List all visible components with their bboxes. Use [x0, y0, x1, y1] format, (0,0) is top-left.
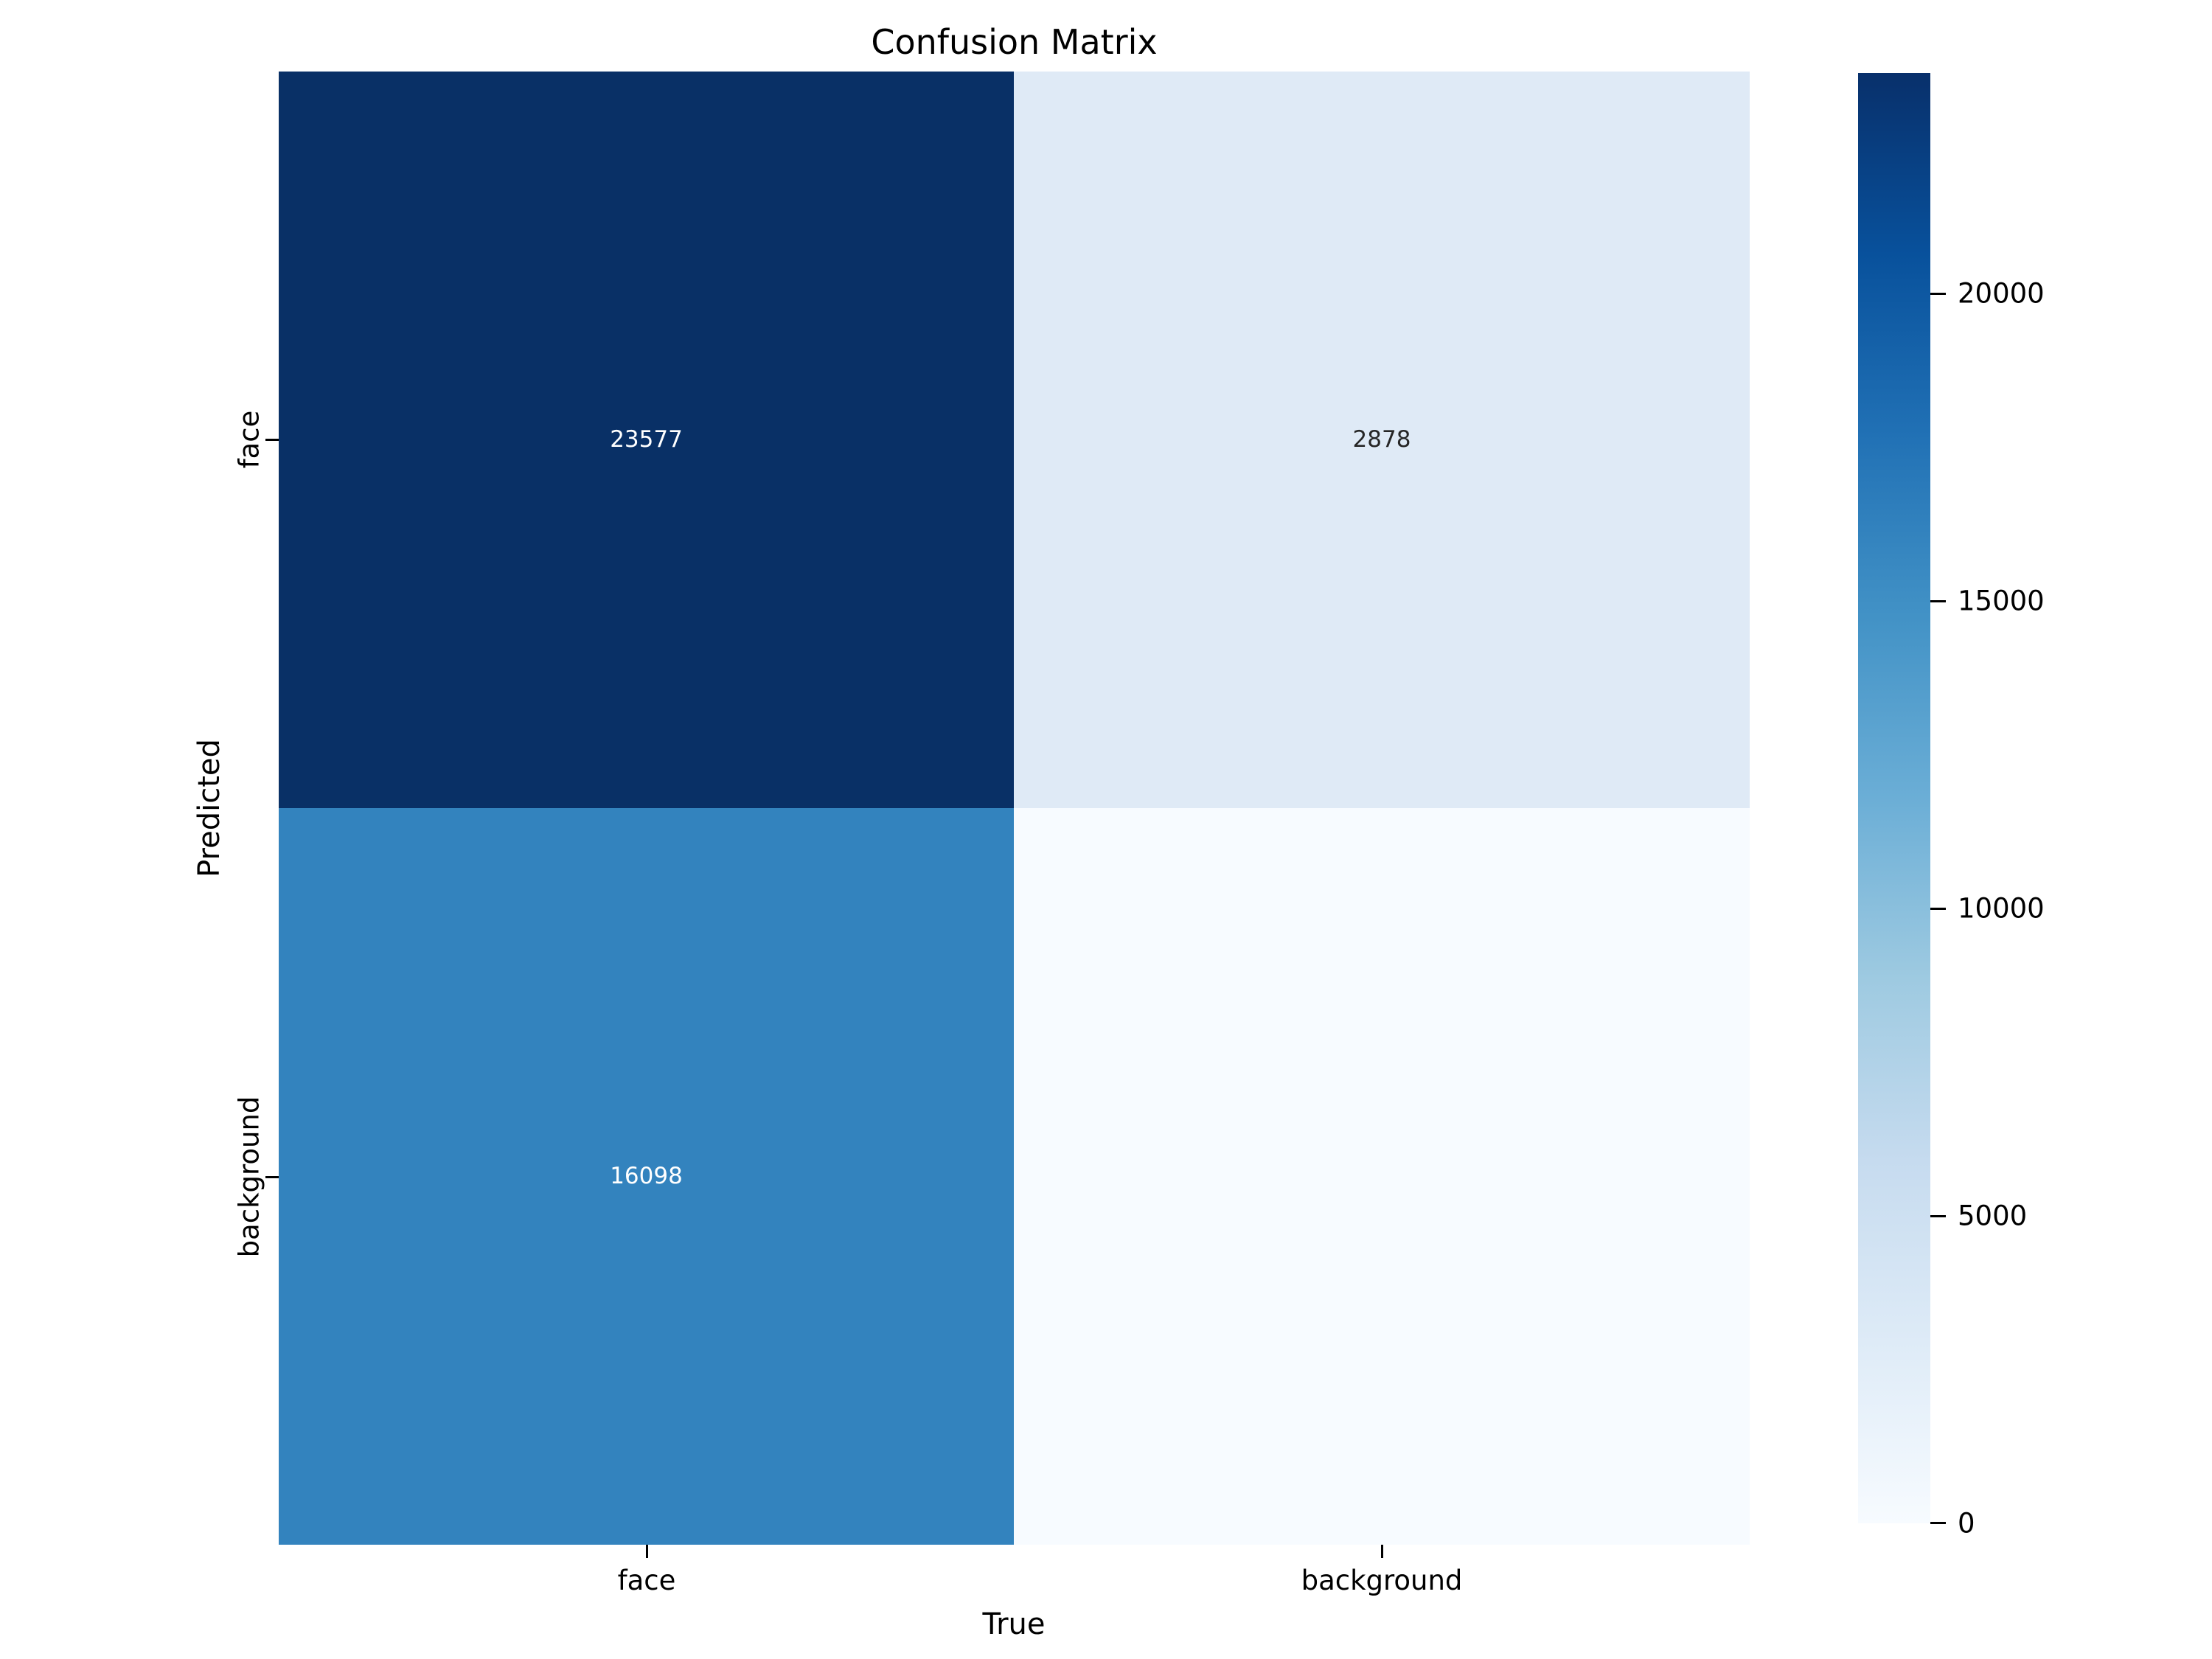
heatmap-cell-pred-background-true-background: 0 [1014, 808, 1750, 1545]
x-tick-mark [1381, 1545, 1383, 1558]
colorbar-tick-mark [1930, 908, 1946, 910]
confusion-matrix-heatmap: 23577 2878 16098 0 [279, 72, 1750, 1545]
y-tick-label-face: face [233, 410, 265, 469]
colorbar-tick-label: 15000 [1958, 585, 2045, 617]
heatmap-cell-pred-face-true-background: 2878 [1014, 72, 1750, 808]
y-tick-mark [265, 1176, 279, 1178]
cell-value: 16098 [610, 1163, 683, 1189]
x-tick-label-face: face [617, 1565, 676, 1596]
colorbar-tick-mark [1930, 1522, 1946, 1524]
heatmap-cell-pred-background-true-face: 16098 [279, 808, 1014, 1545]
y-axis-label: Predicted [192, 739, 226, 877]
colorbar-tick-label: 10000 [1958, 892, 2045, 925]
colorbar [1858, 73, 1930, 1523]
x-axis-label: True [982, 1607, 1046, 1641]
x-tick-mark [646, 1545, 648, 1558]
cell-value: 0 [1374, 1163, 1389, 1189]
y-tick-mark [265, 439, 279, 441]
colorbar-tick-mark [1930, 1215, 1946, 1217]
y-tick-label-background: background [233, 1096, 265, 1258]
cell-value: 23577 [610, 426, 683, 453]
chart-title: Confusion Matrix [871, 22, 1158, 62]
cell-value: 2878 [1352, 426, 1411, 453]
colorbar-tick-label: 5000 [1958, 1200, 2028, 1232]
colorbar-tick-label: 0 [1958, 1507, 1975, 1540]
colorbar-tick-mark [1930, 293, 1946, 295]
heatmap-cell-pred-face-true-face: 23577 [279, 72, 1014, 808]
x-tick-label-background: background [1301, 1565, 1463, 1596]
colorbar-tick-mark [1930, 600, 1946, 602]
colorbar-tick-label: 20000 [1958, 277, 2045, 310]
